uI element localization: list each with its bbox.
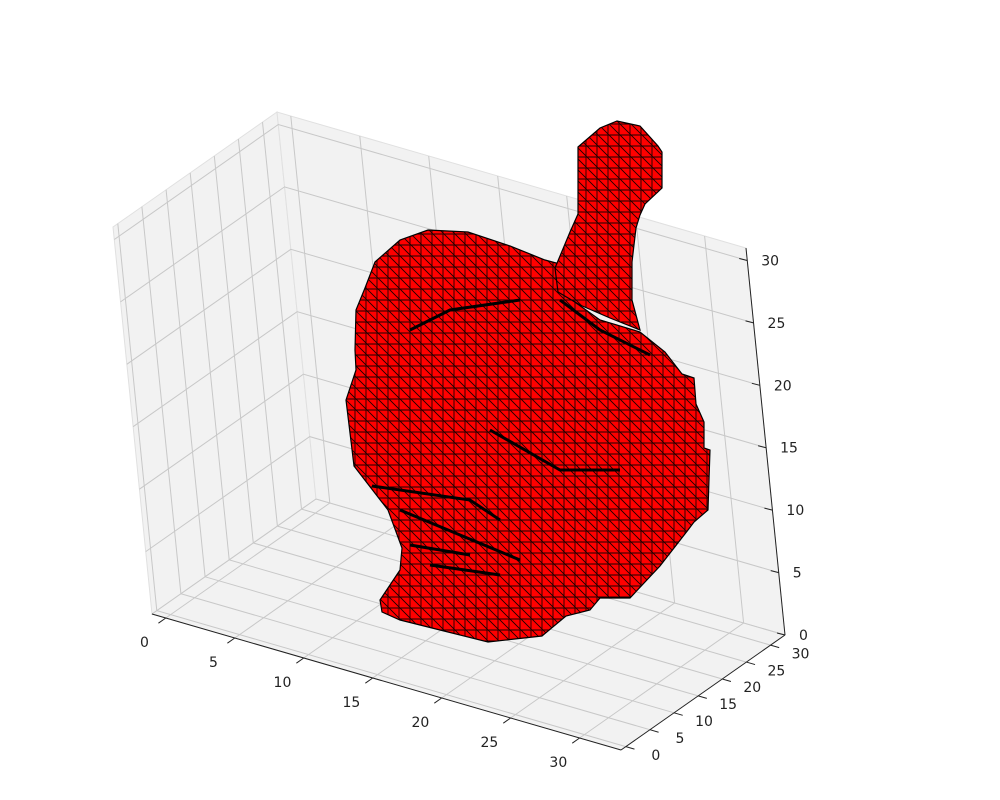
- y-tick-label: 25: [767, 663, 785, 679]
- x-tick-label: 30: [549, 755, 567, 771]
- z-tick-label: 25: [768, 316, 786, 332]
- z-tick-label: 15: [780, 441, 798, 457]
- mesh-crease: [371, 484, 501, 522]
- z-tick-label: 5: [793, 566, 802, 582]
- z-tick-label: 10: [786, 503, 804, 519]
- z-tick-label: 0: [799, 628, 808, 644]
- mesh-crease: [409, 543, 471, 557]
- x-axis-line: [151, 613, 622, 751]
- mesh-crease: [429, 563, 501, 577]
- y-tick: [770, 644, 780, 649]
- y-tick-label: 10: [695, 714, 713, 730]
- z-tick: [770, 570, 779, 574]
- x-tick: [571, 737, 580, 744]
- x-tick-label: 15: [343, 695, 361, 711]
- z-tick: [739, 257, 748, 261]
- y-tick: [625, 746, 635, 750]
- x-tick: [296, 657, 305, 664]
- x-tick: [502, 717, 511, 724]
- y-tick: [698, 695, 707, 699]
- y-tick-label: 0: [651, 748, 660, 764]
- y-tick-label: 20: [743, 680, 761, 696]
- z-tick-label: 30: [761, 253, 779, 269]
- x-tick-label: 10: [274, 675, 292, 691]
- z-tick: [751, 382, 760, 386]
- x-tick: [158, 617, 167, 624]
- z-tick: [758, 445, 767, 449]
- y-tick: [746, 661, 756, 666]
- mesh-edges: [346, 121, 710, 642]
- y-tick: [722, 678, 732, 682]
- z-axis-line: [745, 247, 786, 636]
- y-tick: [649, 729, 659, 733]
- mesh-crease: [399, 508, 521, 562]
- x-tick: [227, 637, 236, 644]
- mesh-crease: [409, 298, 521, 332]
- mesh-crease: [489, 428, 620, 472]
- x-tick: [365, 677, 373, 684]
- x-tick-label: 5: [209, 655, 218, 671]
- z-tick-label: 20: [774, 378, 792, 394]
- z-tick: [764, 507, 773, 511]
- y-tick-label: 5: [675, 731, 684, 747]
- mesh-crease: [559, 298, 651, 357]
- x-tick-label: 20: [411, 715, 429, 731]
- x-tick-label: 25: [480, 735, 498, 751]
- surface-mesh: [345, 120, 711, 643]
- y-tick: [673, 712, 683, 716]
- z-tick: [776, 632, 786, 636]
- y-tick-label: 30: [792, 646, 810, 662]
- y-axis-line: [620, 634, 786, 751]
- x-tick-label: 0: [140, 635, 149, 651]
- x-tick: [434, 697, 442, 704]
- z-tick: [745, 320, 754, 324]
- y-tick-label: 15: [719, 697, 737, 713]
